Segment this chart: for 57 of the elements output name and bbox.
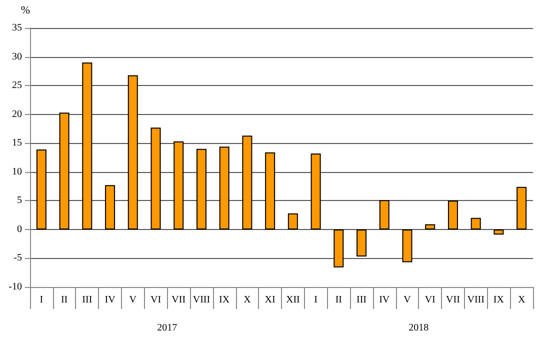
y-tick-label: 15 — [12, 138, 22, 149]
bar — [379, 200, 390, 230]
y-axis-title: % — [20, 4, 30, 16]
bar — [219, 146, 230, 230]
x-tick-label: VIII — [467, 294, 484, 306]
x-tick-label: I — [314, 294, 318, 306]
bar — [425, 224, 436, 230]
x-tick-label: II — [60, 294, 68, 306]
y-tick-label: 10 — [12, 166, 22, 178]
x-tick-label: III — [82, 294, 92, 306]
x-tick-label: IX — [493, 294, 505, 306]
bar — [105, 185, 116, 230]
bar — [174, 141, 184, 230]
x-tick-label: IV — [379, 294, 390, 306]
y-tick-label: 30 — [12, 51, 22, 62]
bar — [356, 229, 367, 256]
bar — [265, 152, 276, 230]
bar — [242, 136, 252, 230]
x-tick-label: VI — [150, 294, 162, 306]
x-tick-label: VI — [424, 294, 436, 306]
x-tick-label: XII — [286, 294, 300, 306]
bar — [494, 229, 504, 235]
bar — [128, 75, 138, 230]
bar — [196, 148, 206, 230]
bar — [516, 186, 527, 230]
x-tick-label: I — [40, 294, 44, 306]
text: 2018 — [408, 322, 429, 334]
bar — [150, 128, 161, 230]
x-tick-label: II — [335, 294, 342, 306]
bar — [59, 112, 70, 230]
text: 2017 — [157, 322, 178, 334]
x-tick-label: IX — [219, 294, 230, 306]
x-tick-label: V — [129, 294, 138, 306]
bar — [310, 153, 321, 230]
y-tick-label: 20 — [12, 108, 22, 120]
y-tick-label: -5 — [14, 252, 22, 264]
y-tick-label: 35 — [12, 22, 22, 34]
bar — [334, 229, 344, 268]
x-tick-label: XI — [264, 294, 276, 306]
x-tick-label: V — [404, 294, 412, 306]
x-tick-label: X — [244, 294, 252, 306]
x-tick-label: X — [518, 294, 526, 306]
x-tick-label: VII — [172, 294, 186, 306]
bar — [448, 200, 458, 230]
x-tick-label: VII — [446, 294, 460, 306]
x-tick-label: IV — [104, 294, 116, 306]
bar — [402, 229, 412, 262]
y-tick-label: 0 — [17, 224, 22, 235]
y-tick-label: 25 — [12, 80, 22, 92]
bar — [36, 149, 46, 230]
y-tick-label: 5 — [17, 195, 22, 206]
bar — [470, 218, 481, 230]
bar — [288, 213, 298, 230]
y-tick-label: -10 — [8, 282, 22, 292]
bar — [82, 62, 92, 230]
x-tick-label: VIII — [192, 294, 210, 306]
x-tick-label: III — [356, 294, 367, 306]
